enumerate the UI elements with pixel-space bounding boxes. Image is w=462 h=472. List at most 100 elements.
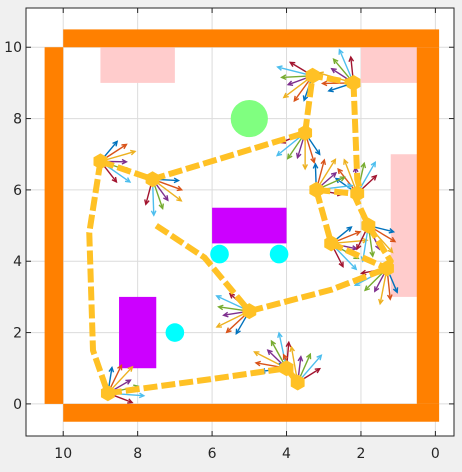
heading-arrow-head: [270, 339, 277, 347]
heading-arrow-head: [314, 367, 322, 374]
heading-arrow-head: [144, 199, 150, 206]
y-tick-label: 4: [13, 254, 22, 270]
heading-arrow-head: [125, 379, 132, 385]
x-tick-label: 4: [282, 446, 291, 462]
x-tick-label: 10: [54, 446, 72, 462]
heading-arrow-head: [289, 345, 296, 353]
heading-arrow-head: [163, 195, 169, 202]
heading-arrow-head: [127, 365, 134, 372]
heading-arrow-head: [295, 152, 302, 160]
heading-arrow-head: [235, 328, 241, 336]
heading-arrow-head: [150, 210, 157, 217]
rect-obstacle: [212, 207, 287, 244]
heading-arrow-head: [302, 164, 309, 171]
heading-arrow-head: [117, 363, 123, 371]
robot-marker: [305, 67, 320, 84]
heading-arrow-head: [348, 55, 355, 62]
heading-arrow-head: [108, 365, 115, 373]
obstacles-layer: [119, 207, 289, 369]
heading-arrow-head: [215, 322, 222, 328]
robot-marker: [309, 181, 324, 198]
robot-marker: [290, 374, 305, 391]
heading-arrow-head: [320, 158, 327, 165]
wall: [63, 403, 440, 422]
robot-path: [350, 82, 364, 195]
heading-arrow-head: [305, 352, 312, 360]
heading-arrow-head: [215, 295, 222, 301]
heading-arrow-head: [371, 174, 378, 181]
heading-arrow-head: [225, 327, 232, 334]
heading-arrow-head: [362, 237, 369, 244]
ticks-layer: 10 8 6 4 2 0 0 2 4 6 8 10: [4, 8, 454, 462]
y-tick-label: 8: [13, 112, 22, 128]
goal-marker: [230, 99, 268, 138]
heading-arrow-head: [111, 176, 118, 184]
goal-layer: [230, 99, 268, 138]
heading-arrow-head: [266, 349, 273, 356]
heading-arrow-head: [388, 228, 396, 234]
y-tick-label: 2: [13, 326, 22, 342]
heading-arrow-head: [354, 230, 362, 237]
wall: [416, 47, 440, 404]
robot-marker: [100, 385, 115, 402]
heading-arrow-head: [327, 86, 334, 93]
heading-arrow-head: [370, 160, 377, 168]
y-tick-label: 0: [13, 397, 22, 413]
heading-arrow-head: [387, 247, 394, 254]
robot-marker: [361, 217, 376, 234]
heading-arrow-head: [332, 57, 339, 65]
walls-layer: [44, 29, 440, 422]
circle-obstacle: [210, 244, 229, 264]
pink-zone: [100, 47, 175, 83]
heading-arrow-head: [378, 298, 384, 306]
heading-arrow-head: [338, 48, 344, 55]
x-tick-label: 0: [431, 446, 440, 462]
heading-arrow-head: [280, 74, 287, 81]
circle-obstacle: [269, 244, 289, 264]
heading-arrow-head: [275, 150, 283, 157]
x-tick-label: 6: [208, 446, 217, 462]
heading-arrow-head: [158, 203, 165, 210]
wall: [63, 29, 440, 48]
robot-marker: [145, 171, 160, 188]
heading-arrow-head: [286, 153, 293, 160]
heading-arrow-head: [330, 171, 338, 178]
heading-arrow-head: [282, 92, 289, 99]
heading-arrow-head: [351, 264, 358, 271]
heading-arrow-head: [124, 177, 132, 183]
heading-arrow-head: [253, 351, 260, 357]
circle-obstacle: [165, 323, 185, 342]
heading-arrow-head: [360, 161, 367, 169]
heading-arrow-head: [254, 360, 261, 367]
robot-marker: [324, 235, 339, 252]
heading-arrow-head: [339, 176, 347, 182]
heading-arrow-head: [285, 340, 292, 348]
heading-arrow-head: [374, 286, 380, 293]
robot-path: [248, 265, 389, 315]
heading-arrow-head: [228, 292, 235, 299]
heading-arrow-head: [310, 157, 316, 164]
heading-arrow-head: [314, 149, 321, 156]
heading-arrow-head: [363, 285, 371, 292]
robot-marker: [242, 303, 257, 320]
heading-arrow-head: [121, 143, 128, 150]
y-tick-label: 6: [13, 183, 22, 199]
heading-arrow-head: [389, 236, 397, 243]
heading-arrow-head: [282, 353, 289, 360]
heading-arrow-head: [173, 177, 181, 184]
robot-path: [154, 223, 252, 314]
robot-marker: [346, 74, 361, 91]
robots-layer: [93, 67, 394, 402]
heading-arrow-head: [286, 80, 294, 86]
heading-arrow-head: [129, 149, 137, 156]
wall: [44, 47, 64, 404]
heading-arrow-head: [138, 392, 146, 399]
heading-arrow-head: [337, 167, 343, 175]
heading-arrow-head: [312, 162, 319, 169]
robot-marker: [279, 360, 294, 377]
heading-arrow-head: [112, 140, 119, 147]
y-tick-label: 10: [4, 40, 22, 56]
robot-path: [107, 365, 287, 397]
